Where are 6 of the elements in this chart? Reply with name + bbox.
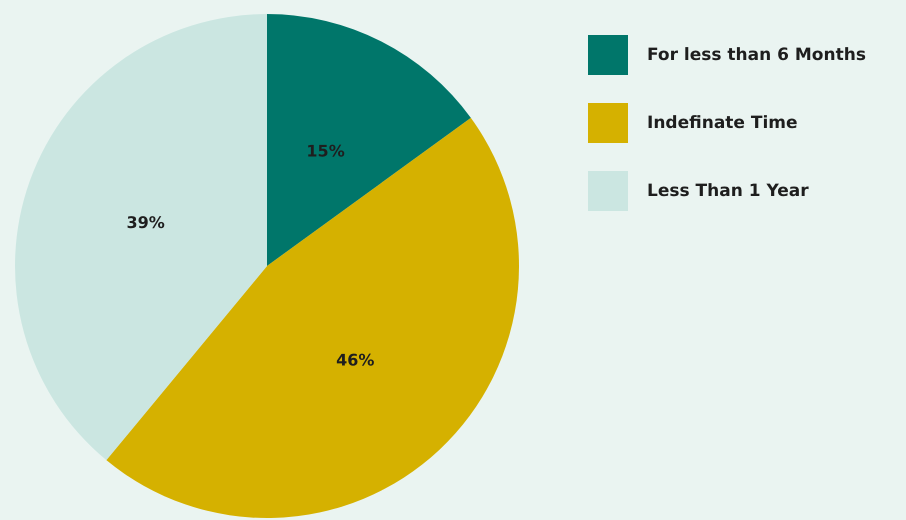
data-label: 15%: [306, 142, 345, 161]
data-label: 39%: [126, 212, 165, 232]
data-label: 46%: [336, 350, 374, 370]
legend-label: Less Than 1 Year: [647, 181, 810, 201]
legend-label: For less than 6 Months: [647, 45, 866, 65]
legend-label: Indefinate Time: [647, 113, 798, 133]
